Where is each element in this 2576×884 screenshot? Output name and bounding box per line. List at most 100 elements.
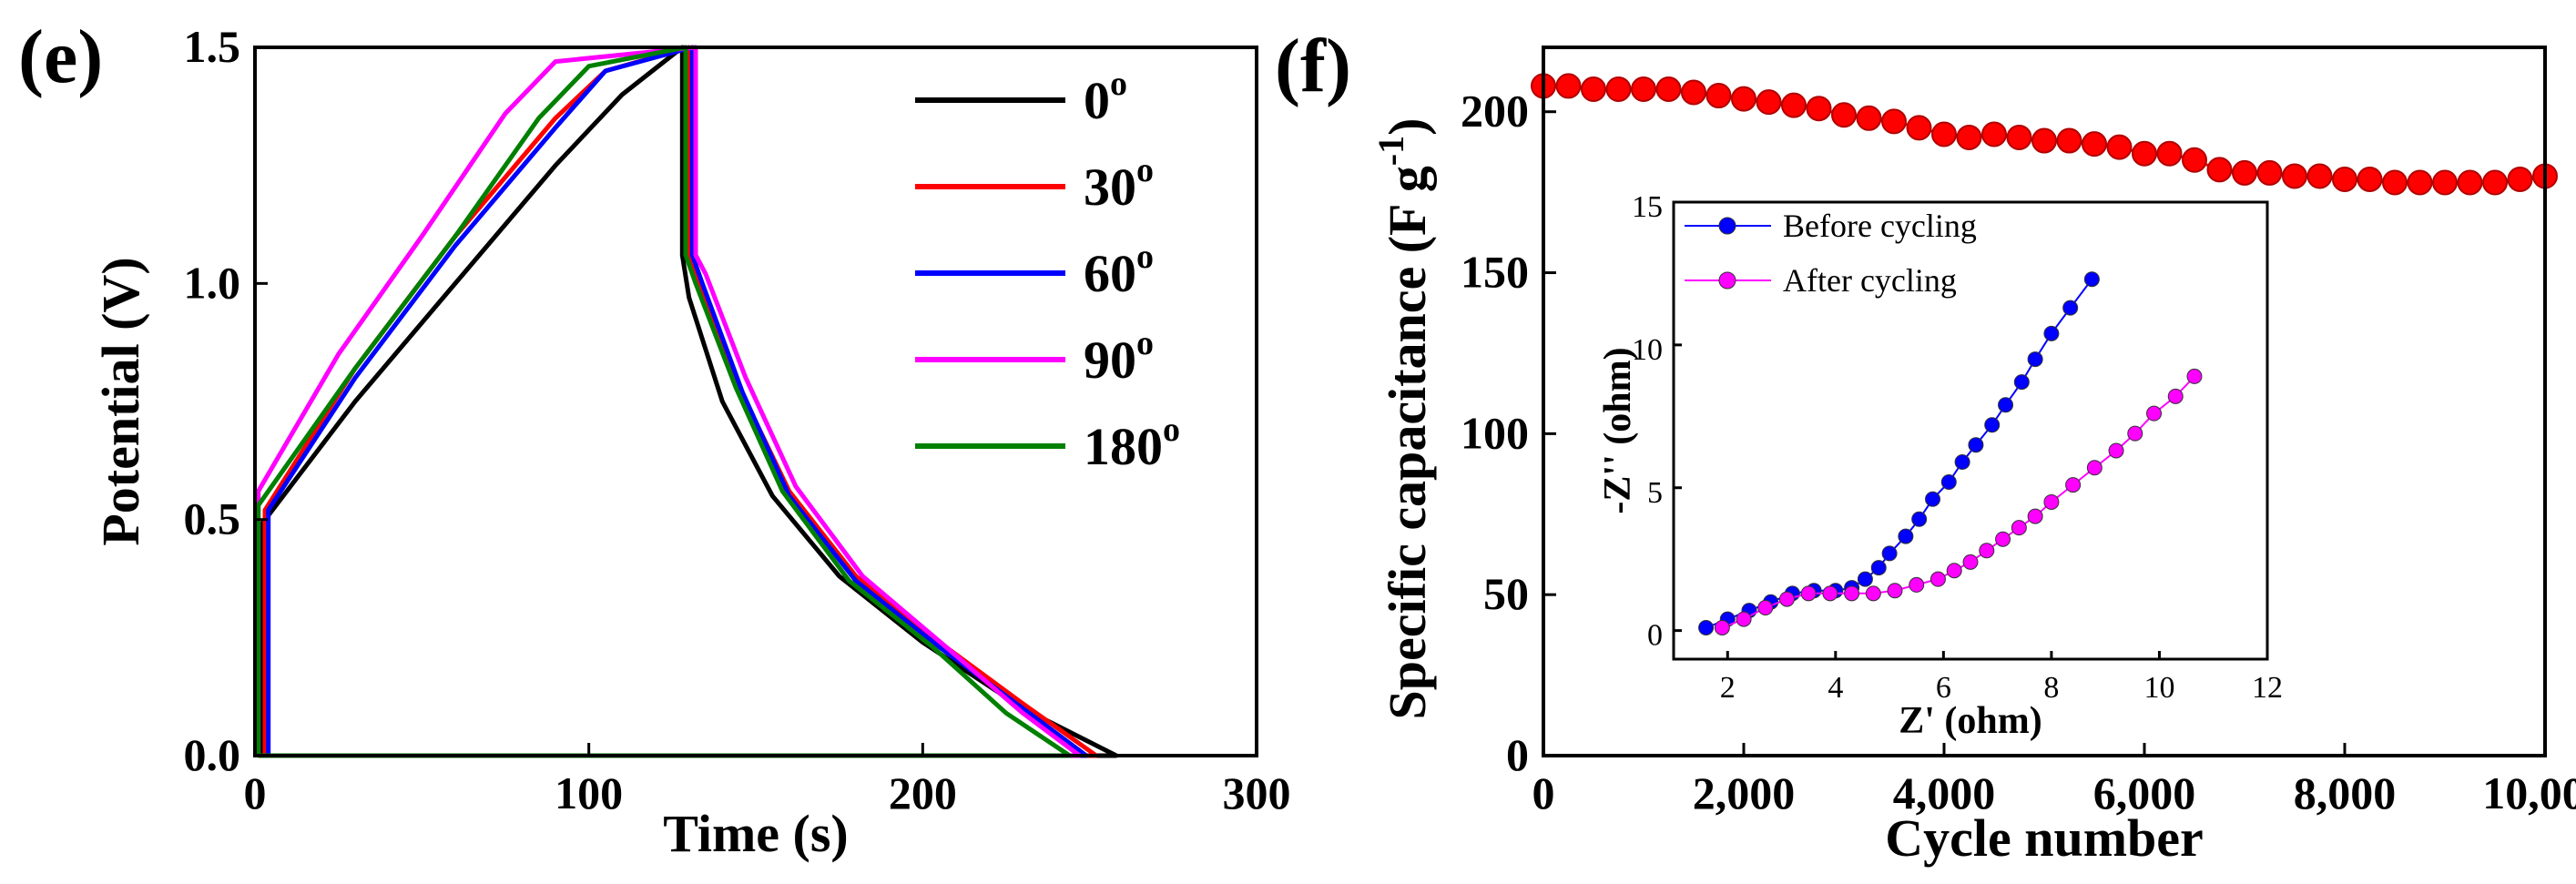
panel-e-x-axis-title: Time (s) bbox=[663, 804, 849, 863]
panel-f-plot-frame bbox=[1542, 46, 2547, 757]
panel-e-plot-frame bbox=[253, 46, 1258, 757]
before-cycling-point bbox=[1898, 528, 1914, 544]
legend-value: 180 bbox=[1084, 417, 1163, 476]
panel-f-y-tick-label: 150 bbox=[1461, 247, 1529, 298]
capacitance-point bbox=[2132, 140, 2157, 167]
after-cycling-point bbox=[1714, 619, 1730, 635]
series-0-deg-curve bbox=[259, 45, 1119, 758]
before-cycling-point bbox=[1698, 619, 1715, 635]
panel-f-x-tick-label: 6,000 bbox=[2093, 767, 2196, 818]
series-90-deg-curve bbox=[256, 45, 1083, 758]
capacitance-point bbox=[1631, 76, 1656, 102]
before-cycling-point bbox=[1911, 511, 1928, 527]
after-cycling-point bbox=[1844, 585, 1860, 602]
capacitance-point bbox=[1655, 76, 1682, 102]
capacitance-point bbox=[1705, 83, 1732, 109]
panel-f-y-tick-label: 100 bbox=[1461, 407, 1529, 458]
before-cycling-point bbox=[2062, 300, 2079, 316]
legend-value: 30 bbox=[1084, 157, 1136, 217]
inset-y-tick-label: 10 bbox=[1632, 333, 1663, 367]
capacitance-point bbox=[2332, 166, 2357, 192]
after-cycling-point bbox=[2027, 508, 2043, 524]
inset-x-tick-label: 8 bbox=[2043, 671, 2059, 705]
legend-degree-sup: o bbox=[1136, 324, 1154, 362]
panel-e-x-tick-label: 200 bbox=[889, 767, 957, 818]
after-cycling-point bbox=[2127, 425, 2143, 442]
after-cycling-point bbox=[1979, 543, 1995, 559]
before-cycling-point bbox=[1954, 454, 1970, 471]
series-60-deg-curve bbox=[266, 45, 1089, 758]
series-180-deg-curve bbox=[256, 45, 1073, 758]
capacitance-point bbox=[2182, 147, 2207, 173]
panel-f-y-tick-label: 50 bbox=[1483, 568, 1529, 619]
inset-y-tick-label: 0 bbox=[1647, 619, 1663, 653]
legend-180-deg-label: 180o bbox=[1084, 411, 1180, 476]
panel-f-x-tick-label: 4,000 bbox=[1893, 767, 1996, 818]
inset-x-tick-label: 10 bbox=[2143, 671, 2174, 705]
panel-f-cycling-chart: (f) 02,0004,0006,0008,00010,000050100150… bbox=[1275, 24, 2576, 868]
inset-x-tick-label: 12 bbox=[2252, 671, 2283, 705]
panel-e-x-tick-label: 100 bbox=[555, 767, 623, 818]
after-cycling-point bbox=[2186, 368, 2203, 384]
after-cycling-point bbox=[2167, 388, 2184, 404]
panel-f-inset-nyquist-plot: 2 4 6 8 10 12 0 5 10 15 Z' (ohm) -Z'' (ohm) Befor… bbox=[1597, 190, 2283, 742]
inset-plot-frame bbox=[1672, 200, 2269, 661]
panel-e-y-axis-title: Potential (V) bbox=[91, 257, 150, 545]
after-cycling-point bbox=[1822, 585, 1838, 602]
panel-f-y-tick-label: 200 bbox=[1461, 86, 1529, 137]
legend-degree-sup: o bbox=[1163, 411, 1180, 449]
after-cycling-point bbox=[1865, 585, 1881, 602]
inset-ticks: 2 4 6 8 10 12 0 5 10 15 bbox=[1632, 190, 2283, 705]
inset-y-tick-label: 5 bbox=[1647, 476, 1663, 510]
panel-e-x-tick-label: 300 bbox=[1223, 767, 1291, 818]
capacitance-point bbox=[1931, 121, 1957, 147]
panel-f-x-tick-label: 10,000 bbox=[2482, 767, 2576, 818]
panel-f-x-tick-label: 2,000 bbox=[1693, 767, 1796, 818]
legend-30-deg-label: 30o bbox=[1084, 151, 1154, 217]
panel-e-curves bbox=[256, 45, 1119, 758]
capacitance-point bbox=[2082, 131, 2107, 157]
after-cycling-point bbox=[1929, 571, 1946, 587]
inset-x-axis-title: Z' (ohm) bbox=[1899, 700, 2042, 742]
panel-f-label: (f) bbox=[1275, 24, 1351, 108]
after-cycling-point bbox=[1778, 591, 1795, 607]
inset-x-tick-label: 4 bbox=[1828, 671, 1843, 705]
inset-y-tick-label: 15 bbox=[1632, 190, 1663, 224]
panel-f-y-axis-title: Specific capacitance (F g-1) bbox=[1370, 118, 1437, 720]
panel-e-label: (e) bbox=[18, 15, 103, 99]
panel-f-y-tick-label: 0 bbox=[1506, 729, 1529, 780]
panel-e-y-tick-label: 1.0 bbox=[184, 257, 241, 308]
panel-f-y-axis-title-end: ) bbox=[1378, 118, 1437, 136]
before-cycling-point bbox=[1925, 491, 1941, 507]
after-cycling-point bbox=[1995, 531, 2011, 547]
capacitance-point bbox=[2006, 125, 2032, 151]
panel-f-x-tick-label: 8,000 bbox=[2294, 767, 2397, 818]
legend-60-deg-label: 60o bbox=[1084, 238, 1154, 303]
panel-f-x-tick-label: 0 bbox=[1532, 767, 1555, 818]
capacitance-point bbox=[2282, 163, 2307, 189]
panel-f-y-axis-title-main: Specific capacitance (F g bbox=[1378, 166, 1437, 719]
inset-legend: Before cycling After cycling bbox=[1685, 208, 1977, 299]
capacitance-point bbox=[1806, 96, 1832, 122]
inset-y-axis-title: -Z'' (ohm) bbox=[1597, 347, 1639, 513]
before-cycling-point bbox=[2083, 271, 2100, 288]
inset-x-tick-label: 6 bbox=[1936, 671, 1951, 705]
legend-90-deg-label: 90o bbox=[1084, 324, 1154, 390]
legend-degree-sup: o bbox=[1136, 238, 1154, 276]
capacitance-point bbox=[1756, 89, 1782, 116]
capacitance-point bbox=[2507, 166, 2533, 192]
after-cycling-point bbox=[2108, 442, 2124, 459]
after-cycling-point bbox=[1887, 583, 1903, 599]
before-cycling-point bbox=[1968, 437, 1984, 453]
capacitance-point bbox=[1956, 125, 1982, 151]
after-cycling-point bbox=[2065, 477, 2082, 493]
capacitance-point bbox=[1906, 115, 1932, 141]
before-cycling-point bbox=[2013, 374, 2030, 391]
before-cycling-point bbox=[1881, 545, 1898, 562]
capacitance-point bbox=[2357, 166, 2383, 192]
inset-legend-after-cycling-label: After cycling bbox=[1783, 262, 1957, 299]
capacitance-point bbox=[2206, 157, 2233, 183]
